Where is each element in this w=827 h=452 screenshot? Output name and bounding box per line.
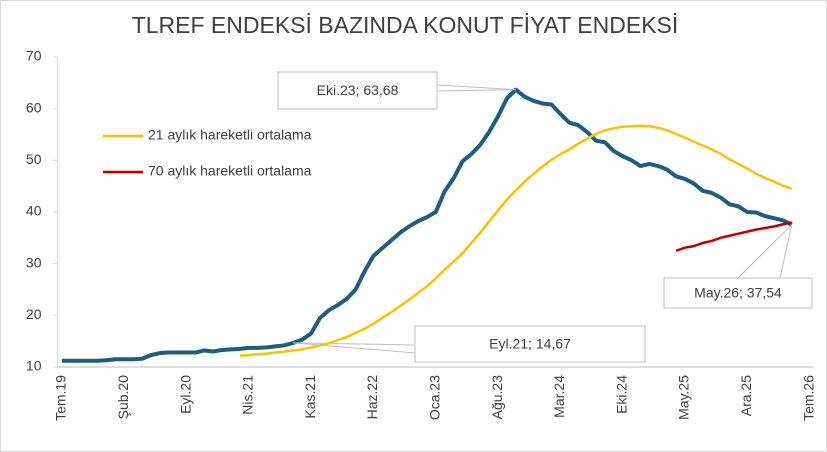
annotation-box [277,71,438,110]
annotation-leader [737,224,793,279]
chart-title: TLREF ENDEKSİ BAZINDA KONUT FİYAT ENDEKS… [132,12,679,38]
annotation-label: May.26; 37,54 [694,285,782,301]
legend-label: 21 aylık hareketli ortalama [148,127,312,143]
x-tick-label: Şub.20 [115,375,131,420]
annotation-leader [436,84,516,91]
annotation-label: Eki.23; 63,68 [317,82,399,98]
x-tick-label: Nis.21 [240,375,256,415]
x-tick-label: Eki.24 [613,375,629,414]
annotation-leader [779,224,793,279]
y-tick-label: 40 [26,203,42,219]
x-tick-label: Ağu.23 [489,375,505,420]
annotation-leader [293,342,416,346]
y-tick-label: 20 [26,306,42,322]
x-tick-label: Kas.21 [302,375,318,419]
y-tick-label: 50 [26,151,42,167]
y-tick-label: 10 [26,358,42,374]
line-series [675,221,793,252]
x-tick-label: Ara.25 [738,375,754,416]
x-tick-label: Mar.24 [551,375,567,418]
annotation-box [663,277,813,309]
x-tick-label: Tem.26 [800,375,816,421]
x-tick-label: Eyl.20 [177,375,193,414]
x-tick-label: Oca.23 [426,375,442,420]
line-series [61,87,793,363]
annotation-box [414,325,646,363]
x-tick-label: Tem.19 [53,375,69,421]
y-tick-label: 70 [26,48,42,64]
x-tick-label: Haz.22 [364,375,380,420]
line-series [239,124,793,357]
legend-label: 70 aylık hareketli ortalama [148,163,312,179]
annotation-label: Eyl.21; 14,67 [489,336,571,352]
annotation-leader [293,342,416,354]
annotation-leader [436,89,516,92]
y-tick-label: 30 [26,254,42,270]
x-tick-label: May.25 [676,375,692,420]
y-tick-label: 60 [26,99,42,115]
